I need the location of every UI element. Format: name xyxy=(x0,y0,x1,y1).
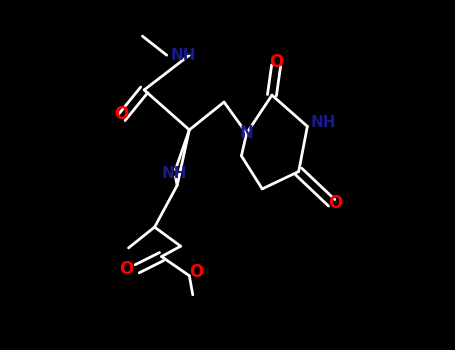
Text: O: O xyxy=(120,260,134,278)
Text: NH: NH xyxy=(311,116,336,131)
Text: NH: NH xyxy=(170,48,196,63)
Text: O: O xyxy=(115,105,129,123)
Text: NH: NH xyxy=(162,166,187,181)
Text: N: N xyxy=(240,124,253,142)
Text: O: O xyxy=(328,194,342,212)
Text: O: O xyxy=(269,53,283,71)
Text: O: O xyxy=(189,263,203,281)
